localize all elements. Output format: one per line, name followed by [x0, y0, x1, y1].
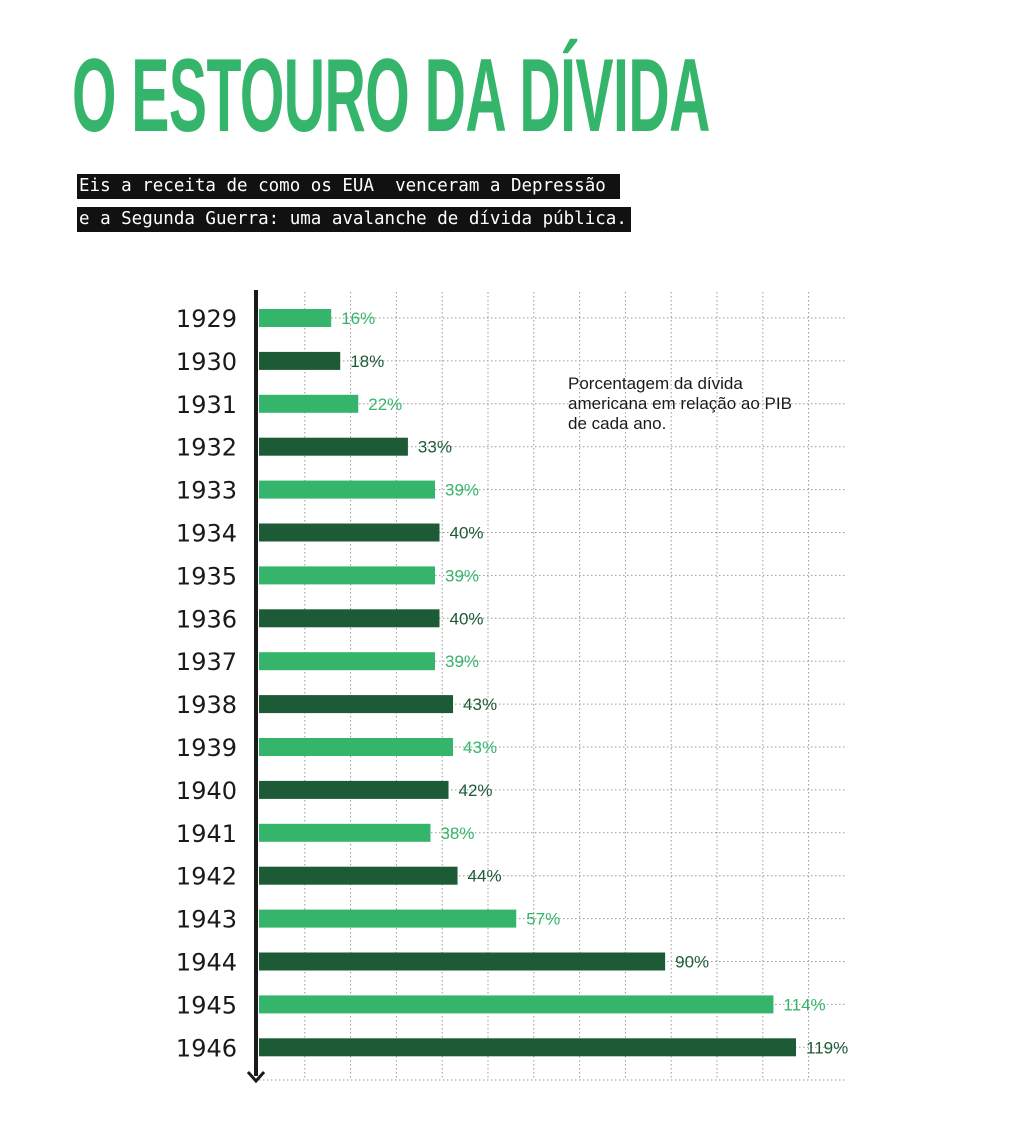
- year-label: 1943: [176, 906, 237, 934]
- value-label: 119%: [806, 1038, 848, 1057]
- chart-note: Porcentagem da dívida americana em relaç…: [568, 374, 792, 433]
- value-label: 38%: [440, 824, 474, 843]
- bar-1933: [259, 480, 435, 499]
- bar-1940: [259, 780, 449, 799]
- value-label: 90%: [675, 953, 709, 972]
- value-label: 22%: [368, 395, 402, 414]
- chart-subtitle: Eis a receita de como os EUA venceram a …: [77, 174, 631, 240]
- bar-1934: [259, 523, 440, 542]
- value-label: 33%: [418, 438, 452, 457]
- bar-1946: [259, 1038, 796, 1057]
- subtitle-line-2: e a Segunda Guerra: uma avalanche de dív…: [77, 207, 631, 232]
- year-label: 1929: [176, 305, 237, 333]
- bar-1932: [259, 437, 408, 456]
- year-label: 1933: [176, 477, 237, 505]
- axis-arrow-icon: [246, 1071, 266, 1084]
- year-label: 1944: [176, 949, 237, 977]
- value-label: 16%: [341, 309, 375, 328]
- bar-1929: [259, 309, 332, 327]
- year-label: 1941: [176, 820, 237, 848]
- bar-1942: [259, 866, 458, 885]
- year-label: 1935: [176, 562, 237, 590]
- year-label: 1945: [176, 991, 237, 1019]
- year-label: 1937: [176, 648, 237, 676]
- year-label: 1932: [176, 434, 237, 462]
- bar-1930: [259, 351, 341, 370]
- year-label: 1939: [176, 734, 237, 762]
- year-label: 1946: [176, 1034, 237, 1062]
- bar-1935: [259, 566, 435, 585]
- year-label: 1940: [176, 777, 237, 805]
- year-label: 1931: [176, 391, 237, 419]
- value-label: 43%: [463, 738, 497, 757]
- year-label: 1936: [176, 605, 237, 633]
- bar-1943: [259, 909, 517, 928]
- value-label: 40%: [450, 524, 484, 543]
- bar-1937: [259, 652, 435, 671]
- value-label: 57%: [526, 910, 560, 929]
- value-label: 39%: [445, 481, 479, 500]
- subtitle-line-1: Eis a receita de como os EUA venceram a …: [77, 174, 621, 199]
- chart-title: O ESTOURO DA DÍVIDA: [72, 38, 710, 154]
- bar-1945: [259, 995, 774, 1014]
- bar-1931: [259, 394, 359, 413]
- bar-1944: [259, 952, 666, 971]
- value-label: 39%: [445, 652, 479, 671]
- bar-1939: [259, 738, 454, 756]
- bar-1941: [259, 823, 431, 842]
- bar-1938: [259, 695, 454, 714]
- value-label: 39%: [445, 566, 479, 585]
- year-label: 1938: [176, 691, 237, 719]
- value-label: 42%: [459, 781, 493, 800]
- year-label: 1930: [176, 348, 237, 376]
- bar-1936: [259, 609, 440, 628]
- value-label: 44%: [468, 867, 502, 886]
- value-label: 114%: [783, 995, 825, 1014]
- value-label: 43%: [463, 695, 497, 714]
- year-label: 1934: [176, 520, 237, 548]
- value-label: 40%: [450, 609, 484, 628]
- value-label: 18%: [350, 352, 384, 371]
- year-label: 1942: [176, 863, 237, 891]
